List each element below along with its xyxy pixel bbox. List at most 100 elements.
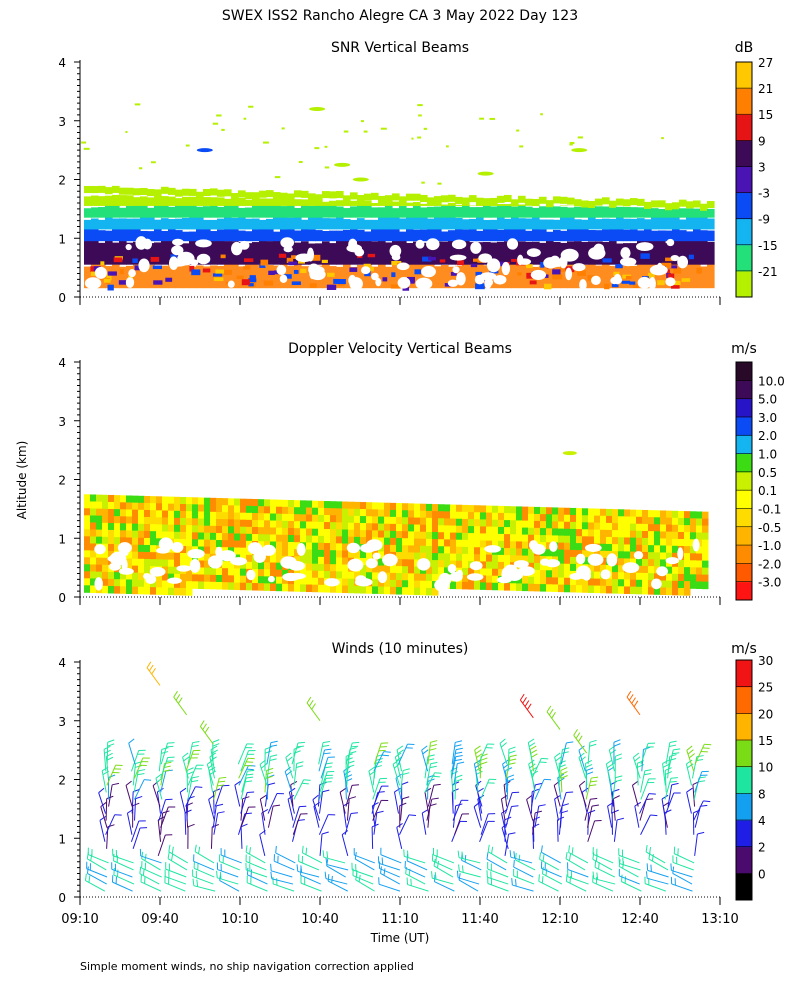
snr-heatmap-cell xyxy=(357,218,365,230)
doppler-heatmap-cell xyxy=(336,501,343,509)
doppler-heatmap-cell xyxy=(600,557,607,566)
doppler-colorbar-label: 3.0 xyxy=(758,411,777,425)
doppler-heatmap-cell xyxy=(624,516,631,524)
wind-barb xyxy=(667,784,673,807)
doppler-heatmap-cell xyxy=(120,516,127,524)
snr-heatmap-cell xyxy=(98,242,106,265)
wind-barb xyxy=(213,791,215,814)
wind-barb xyxy=(538,880,559,892)
doppler-heatmap-cell xyxy=(204,574,211,583)
snr-heatmap-cell xyxy=(448,203,456,218)
snr-missing-cell xyxy=(559,255,568,269)
doppler-heatmap-cell xyxy=(678,538,685,547)
doppler-heatmap-cell xyxy=(516,583,523,591)
snr-heatmap-cell xyxy=(553,196,561,204)
wind-barb xyxy=(512,884,534,892)
doppler-heatmap-cell xyxy=(138,537,145,546)
doppler-heatmap-cell xyxy=(438,560,445,568)
snr-missing-cell xyxy=(172,238,184,246)
snr-heatmap-cell xyxy=(203,219,211,230)
snr-heatmap-cell xyxy=(301,203,309,218)
snr-heatmap-cell xyxy=(217,218,225,230)
snr-heatmap-cell xyxy=(693,200,701,208)
doppler-heatmap-cell xyxy=(528,583,535,592)
snr-heatmap-cell xyxy=(91,186,99,194)
snr-heatmap-cell xyxy=(281,127,285,130)
wind-barb-flag xyxy=(662,759,669,764)
snr-heatmap-cell xyxy=(434,228,442,242)
snr-heatmap-cell xyxy=(511,258,518,262)
doppler-missing-cell xyxy=(449,571,463,582)
snr-missing-cell xyxy=(551,258,558,267)
snr-heatmap-cell xyxy=(126,227,134,242)
wind-barb xyxy=(240,806,249,828)
doppler-heatmap-cell xyxy=(558,577,565,586)
doppler-heatmap-cell xyxy=(318,584,325,593)
wind-barb-flag xyxy=(286,756,293,762)
doppler-heatmap-cell xyxy=(324,557,331,565)
doppler-heatmap-cell xyxy=(276,527,283,536)
doppler-missing-cell xyxy=(549,541,558,552)
doppler-heatmap-cell xyxy=(306,542,313,551)
snr-heatmap-cell xyxy=(182,196,190,206)
snr-heatmap-cell xyxy=(686,216,694,230)
snr-heatmap-cell xyxy=(581,264,589,289)
snr-heatmap-cell xyxy=(252,204,260,218)
doppler-heatmap-cell xyxy=(426,545,433,554)
snr-missing-cell xyxy=(648,277,656,291)
doppler-heatmap-cell xyxy=(318,514,325,523)
doppler-heatmap-cell xyxy=(192,525,199,533)
snr-colorbar-swatch xyxy=(736,62,752,89)
doppler-heatmap-cell xyxy=(564,535,571,544)
doppler-heatmap-cell xyxy=(636,537,643,546)
doppler-heatmap-cell xyxy=(114,586,121,594)
snr-heatmap-cell xyxy=(154,204,162,218)
doppler-heatmap-cell xyxy=(240,568,247,577)
snr-heatmap-cell xyxy=(343,264,351,289)
wind-barb-flag xyxy=(324,748,332,751)
doppler-heatmap-cell xyxy=(258,527,265,535)
doppler-missing-cell xyxy=(622,562,640,573)
snr-heatmap-cell xyxy=(107,271,117,276)
snr-heatmap-cell xyxy=(252,192,260,200)
wind-barb-flag xyxy=(429,765,437,769)
winds-colorbar-swatch xyxy=(736,686,752,714)
doppler-heatmap-cell xyxy=(660,573,667,581)
doppler-heatmap-cell xyxy=(180,545,187,554)
doppler-heatmap-cell xyxy=(396,538,403,546)
doppler-heatmap-cell xyxy=(528,513,535,522)
snr-heatmap-cell xyxy=(686,201,694,209)
doppler-heatmap-cell xyxy=(534,562,541,571)
doppler-heatmap-cell xyxy=(582,550,589,558)
doppler-heatmap-cell xyxy=(132,537,139,546)
snr-heatmap-cell xyxy=(475,283,485,290)
doppler-heatmap-cell xyxy=(108,515,115,524)
wind-barb-flag xyxy=(592,871,595,879)
wind-barb-flag xyxy=(368,766,375,772)
snr-heatmap-cell xyxy=(185,144,190,147)
doppler-heatmap-cell xyxy=(360,509,367,517)
doppler-heatmap-cell xyxy=(180,559,187,568)
doppler-heatmap-cell xyxy=(528,548,535,557)
doppler-heatmap-cell xyxy=(306,570,313,579)
snr-colorbar-swatch xyxy=(736,192,752,220)
doppler-heatmap-cell xyxy=(498,512,505,521)
snr-heatmap-cell xyxy=(588,230,596,242)
winds-x-tick-label: 12:40 xyxy=(621,912,658,927)
doppler-heatmap-cell xyxy=(402,573,409,581)
snr-heatmap-cell xyxy=(637,264,645,289)
doppler-heatmap-cell xyxy=(636,586,643,595)
doppler-colorbar-swatch xyxy=(736,490,752,509)
wind-barb-flag xyxy=(141,851,144,859)
doppler-heatmap-cell xyxy=(702,581,709,590)
doppler-heatmap-cell xyxy=(144,502,151,511)
snr-heatmap-cell xyxy=(291,281,301,285)
snr-heatmap-cell xyxy=(665,243,673,265)
wind-barb xyxy=(179,792,186,814)
snr-heatmap-cell xyxy=(245,264,253,289)
snr-missing-cell xyxy=(565,267,573,281)
doppler-heatmap-cell xyxy=(564,563,571,572)
doppler-heatmap-cell xyxy=(258,562,265,570)
doppler-heatmap-cell xyxy=(612,530,619,538)
doppler-heatmap-cell xyxy=(126,551,133,559)
